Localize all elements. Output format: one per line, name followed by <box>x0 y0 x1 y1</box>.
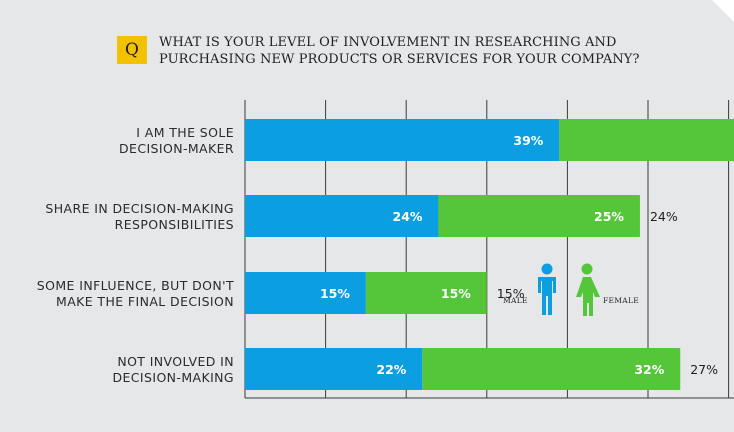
category-label: DECISION-MAKER <box>119 141 234 156</box>
bar-value-label: 22% <box>376 362 406 377</box>
bar-segment-male <box>245 195 439 237</box>
male-icon-body <box>538 277 556 315</box>
legend-female-label: FEMALE <box>603 296 639 305</box>
bar-value-label: 32% <box>634 362 664 377</box>
question-line-1: WHAT IS YOUR LEVEL OF INVOLVEMENT IN RES… <box>159 35 617 50</box>
legend-male-label: MALE <box>503 296 528 305</box>
bar-segment-female <box>559 119 734 161</box>
bar-segment-male <box>245 119 560 161</box>
category-label: SHARE IN DECISION-MAKING <box>45 201 234 216</box>
bar-segment-female <box>438 195 640 237</box>
category-label: DECISION-MAKING <box>112 370 234 385</box>
total-label: 15% <box>497 286 525 301</box>
bar-value-label: 15% <box>441 286 471 301</box>
male-icon <box>541 263 553 275</box>
category-label: I AM THE SOLE <box>136 125 234 140</box>
female-icon-body <box>576 277 600 316</box>
total-label: 27% <box>690 362 718 377</box>
total-label: 24% <box>650 209 678 224</box>
bar-segment-female <box>422 348 681 390</box>
bar-value-label: 25% <box>594 209 624 224</box>
page-corner-fold <box>712 0 734 22</box>
question-text: WHAT IS YOUR LEVEL OF INVOLVEMENT IN RES… <box>159 34 679 68</box>
category-label: SOME INFLUENCE, BUT DON'T <box>37 278 234 293</box>
female-icon <box>581 263 593 275</box>
bar-segment-male <box>245 272 366 314</box>
category-label: RESPONSIBILITIES <box>115 217 234 232</box>
bar-segment-male <box>245 348 423 390</box>
bar-value-label: 39% <box>513 133 543 148</box>
question-badge: Q <box>117 36 147 64</box>
bar-segment-female <box>365 272 487 314</box>
category-label: MAKE THE FINAL DECISION <box>56 294 234 309</box>
bar-value-label: 24% <box>393 209 423 224</box>
question-line-2: PURCHASING NEW PRODUCTS OR SERVICES FOR … <box>159 52 640 67</box>
category-label: NOT INVOLVED IN <box>117 354 234 369</box>
bar-value-label: 15% <box>320 286 350 301</box>
